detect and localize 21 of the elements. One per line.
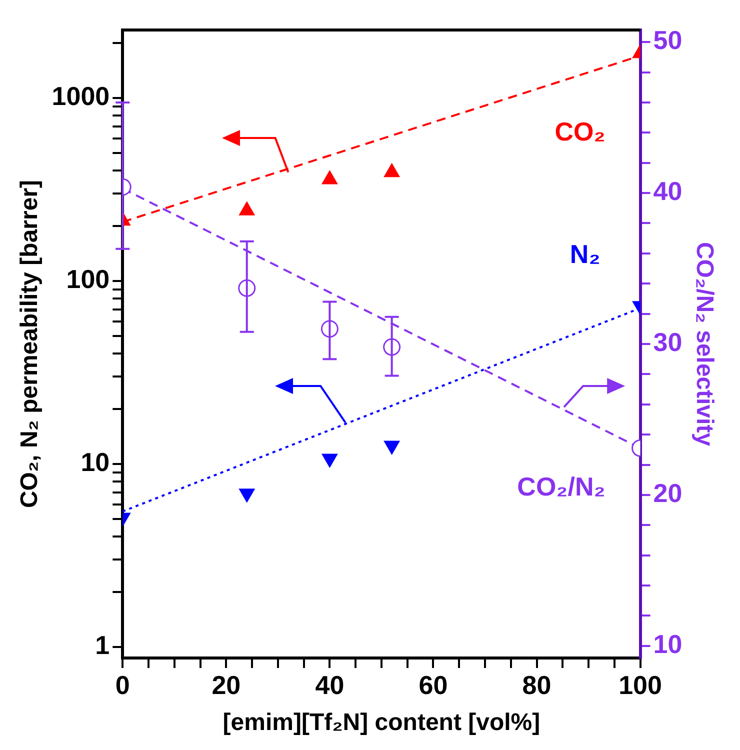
- series-label: CO₂/N₂: [517, 471, 606, 502]
- y2-tick-label: 50: [653, 25, 682, 56]
- y-tick-label: 1: [95, 630, 110, 660]
- text: CO₂: [554, 116, 606, 147]
- x-tick-label: 20: [212, 670, 241, 700]
- y-tick-label: 100: [66, 264, 110, 294]
- x-tick-label: 60: [418, 670, 448, 700]
- x-tick-label: 40: [315, 670, 344, 700]
- y2-axis-title: CO₂/N₂ selectivity: [690, 242, 718, 447]
- y2-tick-label: 20: [653, 478, 682, 508]
- y-axis-title: CO₂, N₂ permeability [barrer]: [16, 180, 44, 508]
- x-axis-title: [emim][Tf₂N] content [vol%]: [222, 709, 540, 736]
- y2-tick-label: 30: [653, 327, 682, 358]
- y2-tick-label: 40: [653, 176, 682, 206]
- y-tick-label: 10: [80, 447, 110, 478]
- x-tick-label: 0: [115, 670, 130, 700]
- series-label: N₂: [570, 239, 600, 270]
- y-tick-label: 1000: [52, 81, 110, 112]
- x-tick-label: 80: [522, 670, 552, 700]
- y2-tick-label: 10: [653, 629, 682, 660]
- x-tick-label: 100: [618, 670, 662, 700]
